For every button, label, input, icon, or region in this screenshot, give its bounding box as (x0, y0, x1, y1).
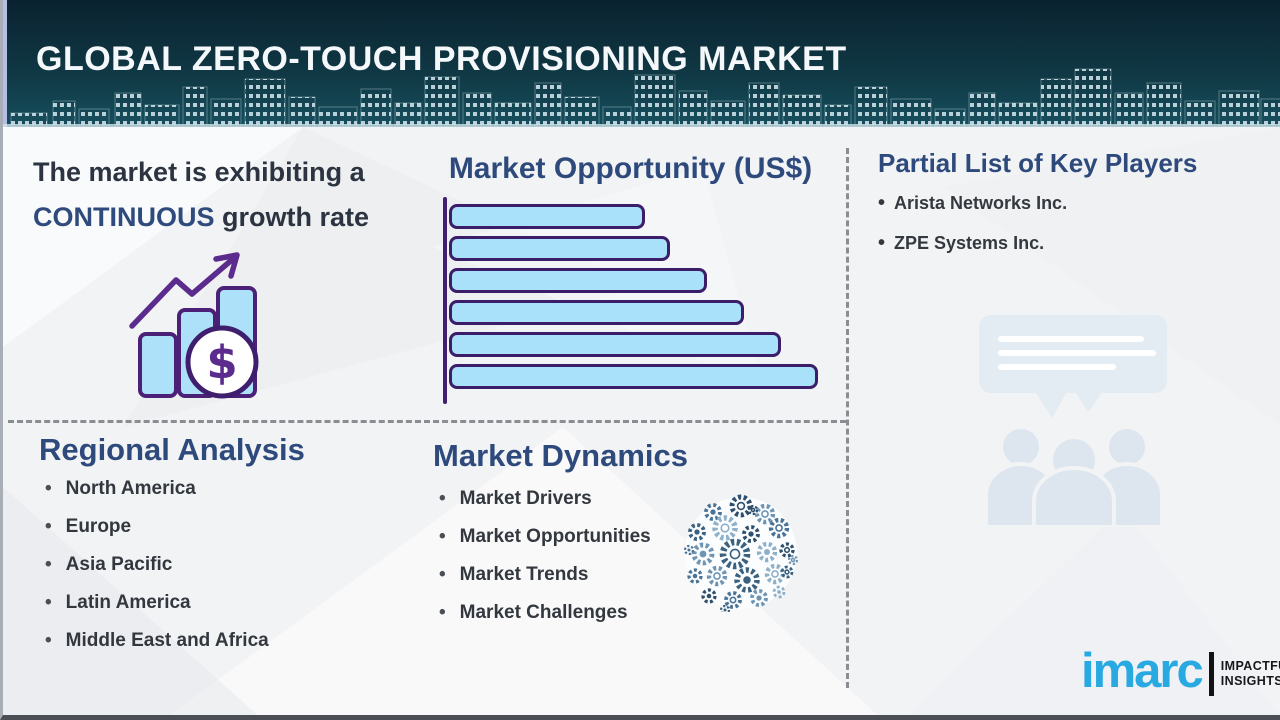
region-item: North America (45, 478, 269, 499)
key-players-list: Arista Networks Inc. ZPE Systems Inc. (878, 192, 1067, 272)
logo-divider-bar (1208, 652, 1214, 696)
regional-analysis-list: North America Europe Asia Pacific Latin … (45, 478, 269, 668)
region-item: Europe (45, 516, 269, 537)
imarc-logo: imarc IMPACTFUL INSIGHTS (1081, 645, 1280, 697)
region-item: Latin America (45, 592, 269, 613)
gears-sphere-icon (683, 494, 799, 612)
market-opportunity-axis (443, 197, 447, 404)
key-player-item: Arista Networks Inc. (878, 192, 1067, 215)
market-opportunity-title: Market Opportunity (US$) (448, 152, 813, 185)
key-player-item: ZPE Systems Inc. (878, 232, 1067, 255)
market-dynamics-list: Market Drivers Market Opportunities Mark… (439, 488, 651, 640)
market-opportunity-bar (449, 236, 670, 261)
bar-chart-dollar-growth-icon: $ (129, 252, 259, 399)
market-opportunity-bar (449, 332, 781, 357)
growth-highlight: CONTINUOUS (33, 202, 215, 232)
logo-tagline: IMPACTFUL INSIGHTS (1220, 659, 1280, 688)
city-skyline-image (3, 68, 1280, 127)
growth-line1: The market is exhibiting a (33, 157, 365, 187)
svg-text:$: $ (206, 336, 237, 389)
dynamics-item: Market Trends (439, 564, 651, 585)
audience-speech-bubble-icon (979, 315, 1167, 527)
key-players-title: Partial List of Key Players (878, 148, 1198, 178)
regional-analysis-title: Regional Analysis (39, 432, 305, 467)
vertical-dashed-divider (846, 148, 849, 688)
imarc-logo-wordmark: imarc (1081, 644, 1204, 698)
growth-line2: growth rate (222, 202, 370, 232)
market-opportunity-bar (449, 268, 707, 293)
horizontal-dashed-divider (8, 420, 846, 423)
market-dynamics-title: Market Dynamics (433, 438, 689, 473)
market-opportunity-bar (449, 204, 645, 229)
dynamics-item: Market Drivers (439, 488, 651, 509)
region-item: Asia Pacific (45, 554, 269, 575)
dynamics-item: Market Challenges (439, 602, 651, 623)
region-item: Middle East and Africa (45, 630, 269, 651)
market-opportunity-bar (449, 300, 744, 325)
growth-statement: The market is exhibiting a CONTINUOUS gr… (33, 150, 369, 240)
dynamics-item: Market Opportunities (439, 526, 651, 547)
header-banner: GLOBAL ZERO-TOUCH PROVISIONING MARKET (3, 0, 1280, 127)
market-opportunity-bars (449, 204, 818, 396)
market-opportunity-bar (449, 364, 818, 389)
slide-title: GLOBAL ZERO-TOUCH PROVISIONING MARKET (36, 40, 847, 78)
